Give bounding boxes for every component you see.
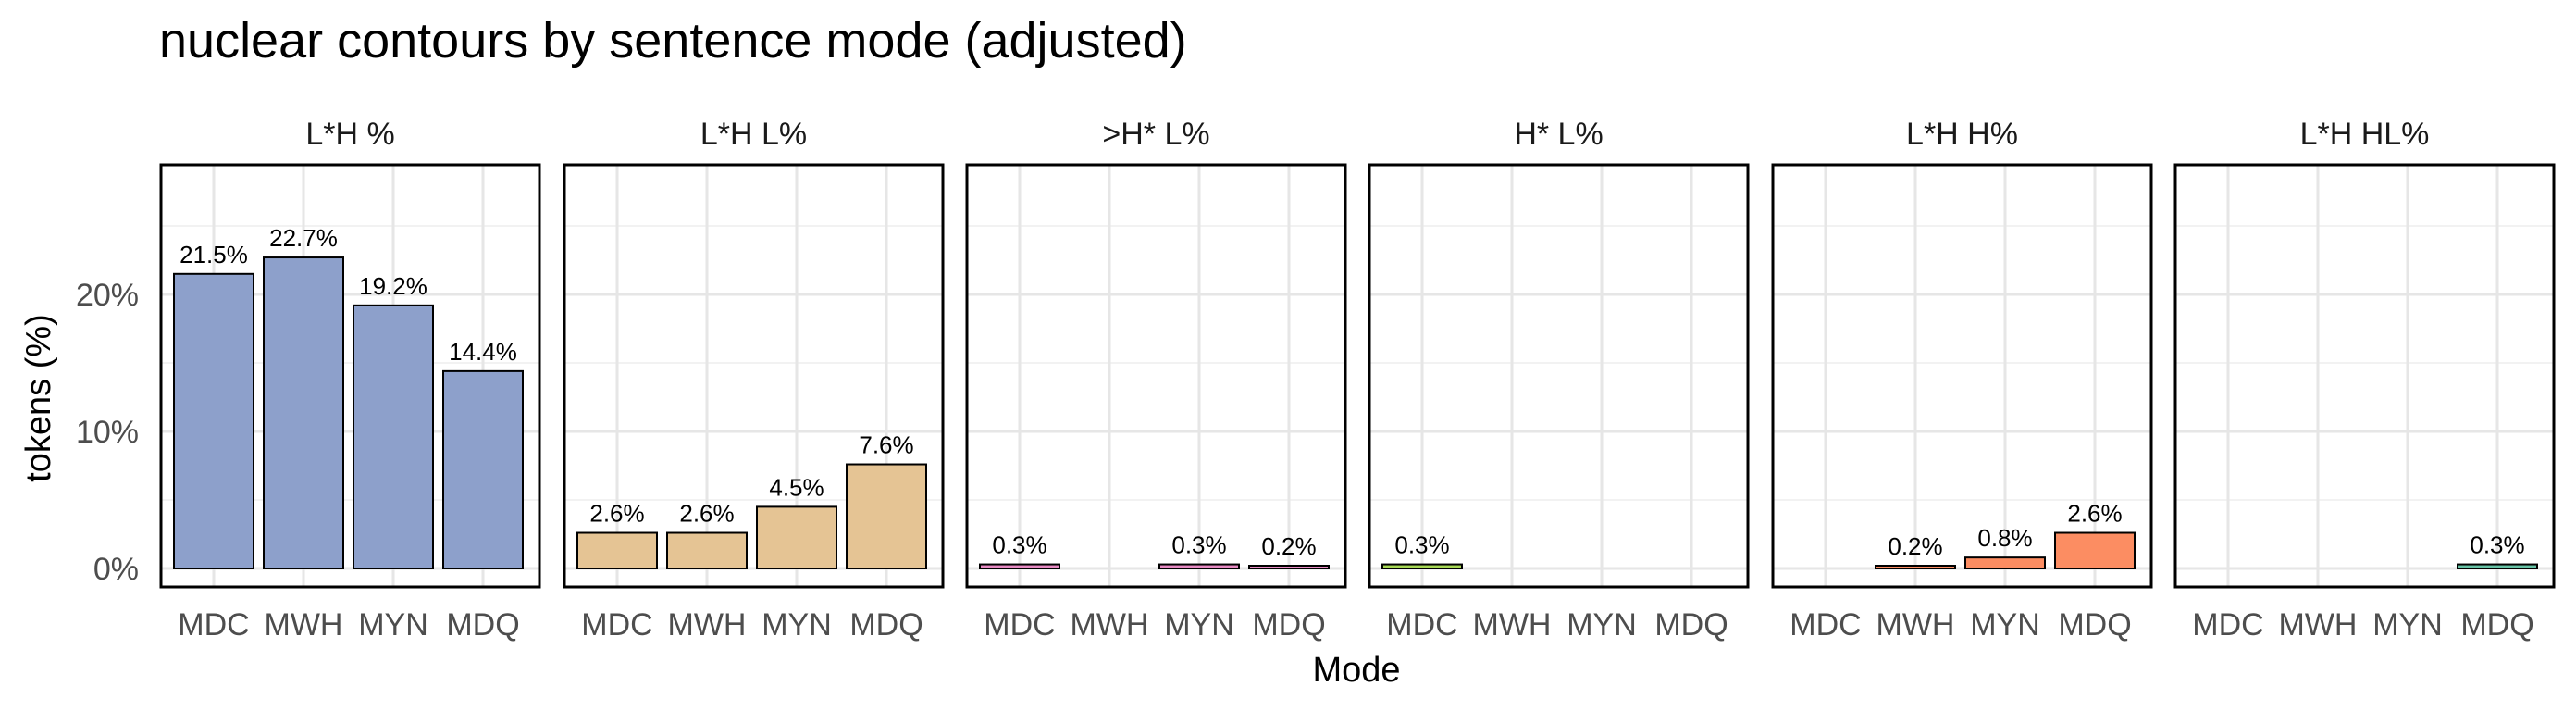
x-tick-label: MWH: [668, 607, 747, 642]
x-tick-label: MDC: [984, 607, 1055, 642]
panel-border: [1368, 163, 1750, 589]
bar-value-label: 2.6%: [2067, 500, 2122, 528]
bar: [1875, 565, 1956, 569]
x-tick-label: MWH: [265, 607, 343, 642]
x-tick-label: MDQ: [446, 607, 519, 642]
bar-value-label: 19.2%: [359, 272, 427, 300]
bar: [756, 505, 837, 570]
x-tick-label: MDC: [1386, 607, 1457, 642]
panel-border: [1771, 163, 2153, 589]
bar-value-label: 22.7%: [269, 224, 338, 252]
bar: [353, 304, 434, 569]
facet-strip-label: L*H H%: [1906, 117, 2018, 152]
bar: [173, 272, 254, 569]
x-tick-label: MYN: [2372, 607, 2443, 642]
facet-panel: L*H % 21.5% 22.7% 19.2% 14.4% MDC MWH MYN MDQ: [159, 117, 541, 642]
facet-panel: >H* L% 0.3% 0.3% 0.2% MDC MWH MYN MDQ: [965, 117, 1347, 642]
bar-value-label: 0.3%: [2470, 531, 2524, 559]
facet-panel: L*H H% 0.2% 0.8% 2.6% MDC MWH MYN MDQ: [1771, 117, 2153, 642]
bar: [1381, 563, 1463, 569]
x-tick-label: MDC: [2192, 607, 2263, 642]
x-tick-label: MWH: [2279, 607, 2358, 642]
x-tick-label: MYN: [1567, 607, 1637, 642]
bar-value-label: 21.5%: [180, 241, 248, 268]
bar-value-label: 0.2%: [1261, 532, 1316, 560]
bar-value-label: 2.6%: [589, 500, 644, 528]
x-tick-label: MDC: [581, 607, 652, 642]
bar: [263, 256, 344, 569]
x-tick-label: MYN: [358, 607, 428, 642]
panel-border: [965, 163, 1347, 589]
x-tick-label: MDC: [178, 607, 249, 642]
x-tick-label: MDQ: [2058, 607, 2131, 642]
bar: [1964, 556, 2046, 569]
bar-value-label: 14.4%: [449, 338, 517, 366]
facet-panel: L*H L% 2.6% 2.6% 4.5% 7.6% MDC MWH MYN MDQ: [563, 117, 945, 642]
panel-border: [159, 163, 541, 589]
facet-strip-label: >H* L%: [1102, 117, 1209, 152]
facet-panel: H* L% 0.3% MDC MWH MYN MDQ: [1368, 117, 1750, 642]
bar-value-label: 0.3%: [1394, 531, 1449, 559]
bar: [576, 531, 658, 570]
x-tick-label: MDC: [1790, 607, 1861, 642]
bar-value-label: 0.3%: [992, 531, 1046, 559]
bar: [979, 563, 1060, 569]
x-tick-label: MDQ: [1654, 607, 1728, 642]
bar-value-label: 2.6%: [679, 500, 734, 528]
bar: [1248, 565, 1330, 569]
x-tick-label: MYN: [762, 607, 832, 642]
x-tick-label: MYN: [1970, 607, 2040, 642]
bar-value-label: 4.5%: [769, 473, 824, 501]
y-tick-label: 20%: [76, 278, 139, 313]
x-tick-label: MDQ: [849, 607, 923, 642]
bar-value-label: 0.2%: [1888, 532, 1942, 560]
facet-strip-label: H* L%: [1514, 117, 1603, 152]
chart-title: nuclear contours by sentence mode (adjus…: [159, 13, 1187, 69]
x-tick-label: MDQ: [1252, 607, 1325, 642]
bar: [2054, 531, 2136, 570]
bar-value-label: 0.8%: [1977, 524, 2032, 552]
x-tick-label: MWH: [1473, 607, 1552, 642]
y-axis-title: tokens (%): [19, 314, 58, 482]
x-tick-label: MWH: [1071, 607, 1149, 642]
facet-panel: L*H HL% 0.3% MDC MWH MYN MDQ: [2174, 117, 2556, 642]
facet-strip-label: L*H HL%: [2300, 117, 2430, 152]
x-tick-label: MDQ: [2460, 607, 2533, 642]
bar-value-label: 0.3%: [1171, 531, 1226, 559]
x-axis-title: Mode: [1312, 651, 1400, 690]
bar: [2457, 563, 2538, 569]
bar: [1158, 563, 1240, 569]
panel-border: [2174, 163, 2556, 589]
x-tick-label: MWH: [1876, 607, 1955, 642]
y-tick-label: 0%: [93, 552, 139, 587]
y-tick-label: 10%: [76, 415, 139, 450]
bar: [442, 369, 524, 569]
bar: [846, 463, 927, 569]
facet-strip-label: L*H %: [305, 117, 394, 152]
panel-border: [563, 163, 945, 589]
bar: [666, 531, 748, 570]
facet-strip-label: L*H L%: [700, 117, 807, 152]
facet-panels: 0% 10% 20% L*H % 21.5% 22.7% 19.2% 14.4% MDC MWH M…: [76, 117, 2556, 642]
x-tick-label: MYN: [1164, 607, 1234, 642]
bar-value-label: 7.6%: [859, 431, 913, 459]
